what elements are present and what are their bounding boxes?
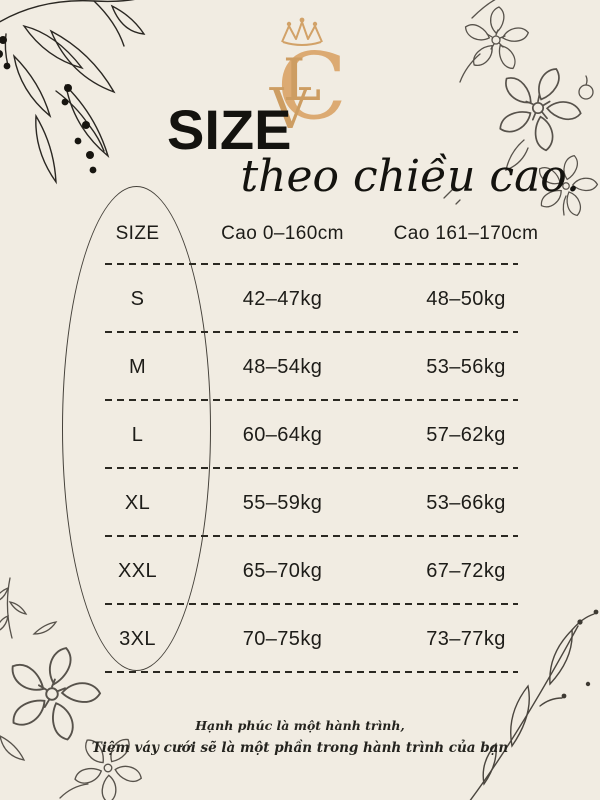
- row-divider: [105, 467, 518, 469]
- size-cell: XL: [124, 491, 151, 514]
- weight-cell-col1: 42–47kg: [242, 287, 323, 310]
- row-divider: [105, 331, 518, 333]
- table-header-row: SIZE Cao 0–160cm Cao 161–170cm: [90, 202, 552, 265]
- weight-cell-col2: 73–77kg: [426, 627, 506, 650]
- row-divider: [105, 399, 518, 401]
- row-divider: [105, 603, 518, 605]
- row-divider: [105, 535, 518, 537]
- table-row-l: L 60–64kg 57–62kg: [90, 401, 552, 469]
- page-title: SIZE: [167, 98, 292, 161]
- weight-cell-col2: 53–66kg: [426, 491, 506, 514]
- monogram-letter-l: L: [283, 46, 322, 114]
- monogram-letter-c: C: [277, 33, 347, 138]
- floral-branch-top-left-icon: [0, 0, 146, 185]
- script-subtitle: theo chiều cao.: [240, 151, 580, 202]
- footer-tagline-1: Hạnh phúc là một hành trình,: [195, 718, 405, 733]
- size-table: SIZE Cao 0–160cm Cao 161–170cm S 42–47kg…: [90, 202, 552, 673]
- table-row-m: M 48–54kg 53–56kg: [90, 333, 552, 401]
- weight-cell-col1: 70–75kg: [242, 627, 323, 650]
- crown-monogram-icon: C L V: [269, 17, 347, 138]
- size-cell: S: [130, 287, 145, 310]
- footer-tagline-2: Tiệm váy cưới sẽ là một phần trong hành …: [91, 740, 509, 756]
- size-cell: M: [128, 355, 147, 378]
- size-cell: L: [131, 423, 144, 446]
- weight-cell-col1: 55–59kg: [242, 491, 323, 514]
- table-row-3xl: 3XL 70–75kg 73–77kg: [90, 605, 552, 673]
- weight-cell-col2: 48–50kg: [426, 287, 506, 310]
- size-cell: 3XL: [119, 627, 156, 650]
- weight-cell-col1: 65–70kg: [242, 559, 323, 582]
- weight-cell-col2: 53–56kg: [426, 355, 506, 378]
- weight-cell-col1: 48–54kg: [242, 355, 323, 378]
- header-cell-height-range-1: Cao 0–160cm: [221, 222, 344, 244]
- weight-cell-col2: 57–62kg: [426, 423, 506, 446]
- header-cell-height-range-2: Cao 161–170cm: [393, 222, 539, 244]
- monogram-letter-v: V: [269, 77, 312, 138]
- size-column-ellipse: [62, 186, 211, 671]
- row-divider: [105, 671, 518, 673]
- table-row-s: S 42–47kg 48–50kg: [90, 265, 552, 333]
- size-cell: XXL: [117, 559, 157, 582]
- row-divider: [105, 263, 518, 265]
- weight-cell-col1: 60–64kg: [242, 423, 323, 446]
- table-row-xxl: XXL 65–70kg 67–72kg: [90, 537, 552, 605]
- weight-cell-col2: 67–72kg: [426, 559, 506, 582]
- table-row-xl: XL 55–59kg 53–66kg: [90, 469, 552, 537]
- header-cell-size: SIZE: [115, 222, 160, 244]
